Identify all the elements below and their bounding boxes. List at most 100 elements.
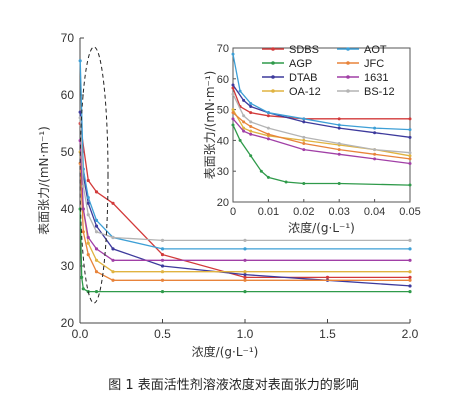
inset-point-DTAB: [242, 98, 246, 102]
inset-point-1631: [249, 132, 253, 136]
inset-point-BS-12: [231, 92, 235, 96]
main-point-BS-12: [81, 184, 85, 188]
inset-x-tick-label: 0.01: [258, 206, 279, 218]
inset-x-tick-label: 0.05: [399, 206, 420, 218]
inset-point-AGP: [337, 182, 341, 186]
legend-label-AOT: AOT: [364, 44, 387, 56]
main-series-line-JFC: [79, 163, 410, 281]
main-point-AOT: [408, 247, 412, 251]
inset-point-AOT: [337, 123, 341, 127]
legend-marker-AGP: [271, 61, 275, 65]
inset-point-AOT: [302, 117, 306, 121]
inset-y-axis-label: 表面张力/(mN·m⁻¹): [203, 71, 217, 180]
inset-point-OA-12: [408, 154, 412, 158]
inset-series-line-DTAB: [232, 84, 411, 138]
main-point-JFC: [111, 278, 115, 282]
inset-point-AGP: [408, 183, 412, 187]
legend-label-SDBS: SDBS: [289, 44, 319, 56]
main-x-tick-label: 0.0: [72, 327, 89, 341]
inset-point-JFC: [242, 120, 246, 124]
inset-point-OA-12: [249, 129, 253, 133]
main-point-DTAB: [78, 110, 82, 114]
main-point-AGP: [243, 290, 247, 294]
main-point-SDBS: [325, 275, 330, 279]
inset-point-AGP: [302, 182, 306, 186]
inset-plot: 20 30 40 50 60 70 0 0.01 0.02 0.03 0.04 0.05 浓度/(g·L…: [197, 34, 424, 238]
inset-point-BS-12: [242, 114, 246, 118]
inset-point-DTAB: [302, 120, 306, 124]
inset-point-AOT: [249, 101, 253, 105]
inset-point-OA-12: [242, 126, 246, 130]
main-point-OA-12: [243, 270, 247, 274]
inset-y-tick-label: 70: [217, 43, 229, 55]
main-point-AGP: [160, 290, 165, 294]
legend-marker-1631: [346, 75, 350, 79]
inset-point-SDBS: [249, 111, 253, 115]
inset-point-JFC: [373, 152, 377, 156]
inset-x-axis-label: 浓度/(g·L⁻¹): [288, 220, 355, 235]
main-point-SDBS: [243, 275, 247, 279]
main-point-AOT: [86, 196, 90, 200]
inset-point-1631: [302, 148, 306, 152]
main-point-DTAB: [111, 247, 115, 251]
chart-svg: 20 30 40 50 60 70 0.0 0.5 1.0 1.5 2.0 浓度/(g·L⁻¹) 表面张…: [37, 31, 424, 359]
main-point-AOT: [243, 247, 247, 251]
main-point-DTAB: [160, 264, 165, 268]
inset-point-SDBS: [337, 117, 341, 121]
main-point-BS-12: [408, 238, 412, 242]
main-point-JFC: [408, 278, 412, 282]
inset-y-tick-label: 20: [217, 197, 229, 209]
inset-point-AOT: [266, 111, 270, 115]
inset-series-line-AOT: [232, 54, 411, 131]
legend-marker-OA-12: [271, 89, 275, 93]
inset-point-JFC: [302, 141, 306, 145]
inset-point-DTAB: [231, 83, 235, 87]
inset-point-1631: [337, 152, 341, 156]
legend-marker-AOT: [346, 47, 350, 51]
inset-point-JFC: [231, 111, 235, 115]
main-point-SDBS: [408, 275, 412, 279]
main-point-1631: [86, 235, 90, 240]
main-x-tick-label: 1.5: [319, 327, 336, 341]
main-point-JFC: [243, 278, 247, 282]
main-y-tick-label: 50: [61, 145, 75, 159]
main-plot: 20 30 40 50 60 70 0.0 0.5 1.0 1.5 2.0 浓度/(g·L⁻¹) 表面张…: [37, 31, 419, 359]
main-point-OA-12: [160, 270, 165, 274]
main-point-JFC: [86, 253, 90, 257]
main-point-AGP: [408, 290, 412, 294]
inset-point-JFC: [249, 125, 253, 129]
main-y-tick-label: 30: [61, 259, 75, 273]
legend-marker-BS-12: [346, 89, 350, 93]
inset-point-BS-12: [408, 151, 412, 155]
inset-y-tick-label: 40: [217, 135, 229, 147]
inset-x-tick-label: 0.04: [364, 206, 385, 218]
main-point-BS-12: [243, 238, 247, 242]
main-y-tick-label: 70: [61, 31, 75, 45]
legend-label-DTAB: DTAB: [289, 72, 318, 84]
inset-point-AOT: [238, 89, 242, 93]
main-x-tick-label: 0.5: [154, 327, 171, 341]
main-point-AOT: [94, 218, 99, 222]
main-point-1631: [111, 258, 115, 262]
inset-point-SDBS: [408, 117, 412, 121]
inset-point-SDBS: [266, 114, 270, 118]
legend-marker-DTAB: [271, 75, 275, 79]
legend-label-BS-12: BS-12: [364, 86, 395, 98]
main-point-JFC: [160, 278, 165, 282]
main-point-1631: [408, 258, 412, 262]
legend-label-OA-12: OA-12: [289, 86, 321, 98]
inset-point-BS-12: [337, 141, 341, 145]
main-point-BS-12: [111, 235, 115, 240]
inset-x-tick-label: 0: [230, 206, 236, 218]
inset-point-1631: [231, 117, 235, 121]
inset-point-AGP: [238, 138, 242, 142]
main-point-AOT: [160, 247, 165, 251]
inset-point-BS-12: [373, 148, 377, 152]
main-point-1631: [243, 258, 247, 262]
inset-background: [197, 34, 424, 238]
main-point-JFC: [94, 270, 99, 274]
main-y-tick-label: 60: [61, 88, 75, 102]
inset-y-tick-label: 50: [217, 105, 229, 117]
inset-point-AGP: [249, 154, 253, 158]
main-point-SDBS: [86, 178, 90, 183]
